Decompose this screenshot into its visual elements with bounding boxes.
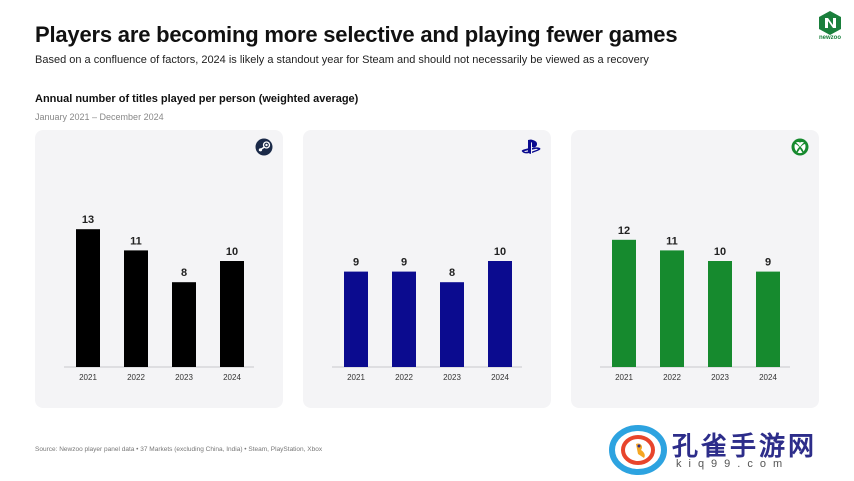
steam-value-label: 10 — [226, 246, 238, 258]
newzoo-logo-mark — [819, 11, 841, 35]
steam-tick-label: 2024 — [223, 373, 241, 382]
xbox-icon — [791, 138, 809, 156]
steam-chart-panel: 13 2021 11 2022 8 2023 10 2024 — [35, 130, 283, 408]
watermark-url: kiq99.com — [676, 458, 790, 470]
watermark-text: 孔雀手游网 — [672, 432, 818, 462]
xbox-bar-2021 — [612, 239, 636, 367]
xbox-value-label: 11 — [666, 235, 678, 247]
page-subtitle: Based on a confluence of factors, 2024 i… — [35, 54, 649, 66]
chart-date-range: January 2021 – December 2024 — [35, 112, 164, 122]
page-title: Players are becoming more selective and … — [35, 22, 678, 47]
xbox-tick-label: 2024 — [759, 373, 777, 382]
xbox-tick-label: 2022 — [663, 373, 681, 382]
playstation-value-label: 9 — [401, 257, 407, 269]
playstation-value-label: 8 — [449, 267, 455, 279]
steam-value-label: 13 — [82, 214, 94, 226]
xbox-bar-chart: 12 2021 11 2022 10 2023 9 2024 — [600, 225, 790, 382]
steam-tick-label: 2022 — [127, 373, 145, 382]
xbox-bar-2024 — [756, 271, 780, 367]
playstation-bar-2023 — [440, 282, 464, 367]
playstation-tick-label: 2023 — [443, 373, 461, 382]
xbox-value-label: 9 — [765, 257, 771, 269]
playstation-bar-2022 — [392, 271, 416, 367]
xbox-tick-label: 2023 — [711, 373, 729, 382]
steam-tick-label: 2023 — [175, 373, 193, 382]
xbox-tick-label: 2021 — [615, 373, 633, 382]
steam-bar-2023 — [172, 282, 196, 367]
steam-bar-2021 — [76, 229, 100, 367]
playstation-bar-2024 — [488, 261, 512, 367]
steam-bar-2022 — [124, 250, 148, 367]
xbox-value-label: 12 — [618, 225, 630, 237]
steam-icon — [255, 138, 273, 156]
steam-bar-2024 — [220, 261, 244, 367]
chart-heading: Annual number of titles played per perso… — [35, 93, 359, 105]
playstation-bar-2021 — [344, 271, 368, 367]
newzoo-logo-text: newzoo — [819, 35, 841, 41]
playstation-icon — [521, 139, 541, 154]
playstation-value-label: 10 — [494, 246, 506, 258]
xbox-value-label: 10 — [714, 246, 726, 258]
source-note: Source: Newzoo player panel data • 37 Ma… — [35, 446, 323, 453]
playstation-tick-label: 2021 — [347, 373, 365, 382]
playstation-tick-label: 2022 — [395, 373, 413, 382]
newzoo-logo: newzoo — [815, 10, 845, 44]
playstation-value-label: 9 — [353, 257, 359, 269]
playstation-chart-panel: 9 2021 9 2022 8 2023 10 2024 — [303, 130, 551, 408]
playstation-bar-chart: 9 2021 9 2022 8 2023 10 2024 — [332, 246, 522, 382]
steam-tick-label: 2021 — [79, 373, 97, 382]
xbox-bar-2023 — [708, 261, 732, 367]
playstation-tick-label: 2024 — [491, 373, 509, 382]
steam-value-label: 8 — [181, 267, 187, 279]
steam-value-label: 11 — [130, 235, 142, 247]
steam-bar-chart: 13 2021 11 2022 8 2023 10 2024 — [64, 214, 254, 382]
xbox-bar-2022 — [660, 250, 684, 367]
peacock-logo-icon — [609, 425, 667, 475]
xbox-chart-panel: 12 2021 11 2022 10 2023 9 2024 — [571, 130, 819, 408]
watermark: 孔雀手游网 kiq99.com — [608, 424, 848, 476]
